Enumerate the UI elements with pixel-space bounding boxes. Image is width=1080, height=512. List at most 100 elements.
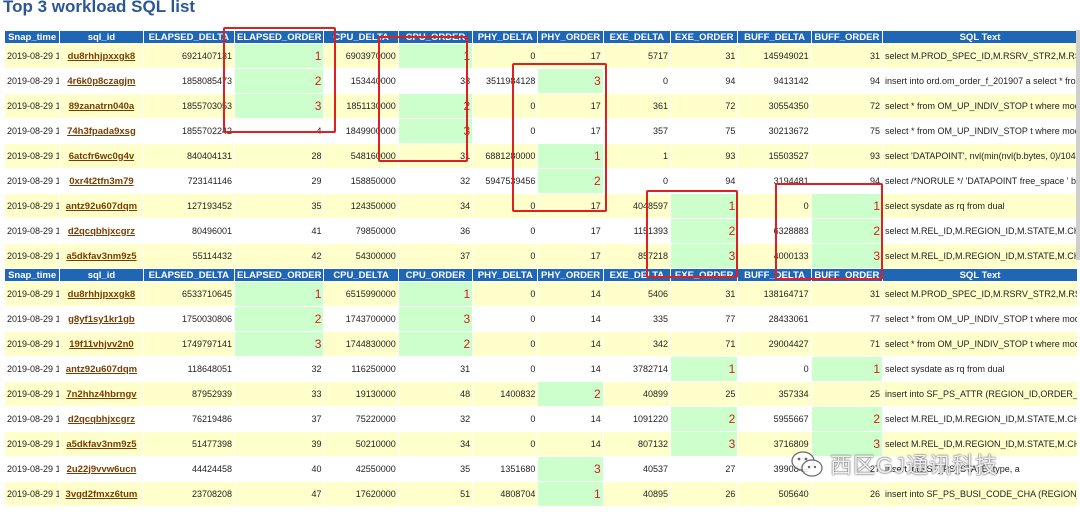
cell-sql-id: 74h3fpada9xsg xyxy=(60,119,143,143)
cell-phy-order: 2 xyxy=(538,169,603,193)
cell-exe-order: 25 xyxy=(671,382,738,406)
header-cpu-delta: CPU_DELTA xyxy=(324,31,398,43)
cell-exe-delta: 4048597 xyxy=(603,194,671,218)
cell-elapsed-order: 37 xyxy=(235,407,324,431)
header-phy-delta: PHY_DELTA xyxy=(473,31,538,43)
cell-cpu-order: 37 xyxy=(398,244,473,268)
cell-cpu-delta: 158850000 xyxy=(324,169,398,193)
cell-buff-delta: 6328883 xyxy=(738,219,811,243)
header-exe-order: EXE_ORDER xyxy=(671,269,738,281)
sql-id-link[interactable]: 89zanatrn040a xyxy=(68,100,135,112)
header-row: Snap_time sql_id ELAPSED_DELTA ELAPSED_ORDE… xyxy=(5,31,1077,43)
sql-id-link[interactable]: d2qcqbhjxcgrz xyxy=(67,225,135,237)
cell-elapsed-delta: 1855702242 xyxy=(143,119,235,143)
cell-buff-order: 2 xyxy=(811,407,883,431)
cell-phy-delta: 0 xyxy=(473,119,538,143)
header-buff-delta: BUFF_DELTA xyxy=(738,269,811,281)
header-elapsed-delta: ELAPSED_DELTA xyxy=(143,269,235,281)
header-buff-delta: BUFF_DELTA xyxy=(738,31,811,43)
cell-exe-order: 93 xyxy=(671,144,738,168)
cell-elapsed-order: 3 xyxy=(235,332,324,356)
cell-phy-order: 17 xyxy=(538,94,603,118)
cell-cpu-order: 1 xyxy=(398,44,473,68)
cell-buff-delta: 138164717 xyxy=(738,282,811,306)
cell-snap-time: 2019-08-29 11:00 xyxy=(5,169,60,193)
cell-exe-delta: 0 xyxy=(603,169,671,193)
page-scrollbar[interactable] xyxy=(1076,30,1080,260)
cell-sql-text: select M.REL_ID,M.REGION_ID,M.STATE,M.CH… xyxy=(883,432,1077,456)
cell-buff-order: 1 xyxy=(811,194,883,218)
cell-phy-order: 1 xyxy=(538,482,603,506)
header-cpu-delta: CPU_DELTA xyxy=(324,269,398,281)
cell-sql-text: select /*NORULE */ 'DATAPOINT free_space… xyxy=(883,169,1077,193)
sql-id-link[interactable]: 4r6k0p8czagjm xyxy=(67,75,136,87)
cell-elapsed-delta: 6533710645 xyxy=(143,282,235,306)
cell-cpu-order: 3 xyxy=(398,307,473,331)
cell-buff-delta: 5955667 xyxy=(738,407,811,431)
cell-exe-order: 27 xyxy=(671,457,738,481)
cell-buff-delta: 145949021 xyxy=(738,44,811,68)
cell-phy-order: 17 xyxy=(538,244,603,268)
sql-id-link[interactable]: du8rhhjpxxgk8 xyxy=(67,288,136,300)
cell-exe-order: 2 xyxy=(671,407,738,431)
cell-phy-order: 14 xyxy=(538,357,603,381)
sql-id-link[interactable]: du8rhhjpxxgk8 xyxy=(67,50,136,62)
sql-id-link[interactable]: a5dkfav3nm9z5 xyxy=(66,438,137,450)
workload-table-wrap: Snap_time sql_id ELAPSED_DELTA ELAPSED_ORDE… xyxy=(4,30,1078,507)
cell-cpu-delta: 1744830000 xyxy=(324,332,398,356)
watermark-text: 西区GJ通讯科技 xyxy=(830,453,999,478)
cell-snap-time: 2019-08-29 11:30 xyxy=(5,457,60,481)
cell-exe-order: 3 xyxy=(671,432,738,456)
cell-exe-delta: 807132 xyxy=(603,432,671,456)
cell-buff-order: 27 xyxy=(811,457,883,481)
cell-elapsed-order: 39 xyxy=(235,432,324,456)
cell-phy-delta: 3511984128 xyxy=(473,69,538,93)
sql-id-link[interactable]: 7n2hhz4hbrngv xyxy=(66,388,137,400)
cell-buff-delta: 29004427 xyxy=(738,332,811,356)
cell-buff-order: 3 xyxy=(811,244,883,268)
sql-id-link[interactable]: d2qcqbhjxcgrz xyxy=(67,413,135,425)
cell-buff-order: 77 xyxy=(811,307,883,331)
cell-cpu-delta: 54300000 xyxy=(324,244,398,268)
table-row: 2019-08-29 11:30g8yf1sy1kr1gb17500308062… xyxy=(5,307,1077,331)
cell-buff-order: 3 xyxy=(811,432,883,456)
table-row: 2019-08-29 11:3019f11vhjvv2n017497971413… xyxy=(5,332,1077,356)
sql-id-link[interactable]: 0xr4t2tfn3m79 xyxy=(69,175,134,187)
cell-elapsed-delta: 1749797141 xyxy=(143,332,235,356)
cell-sql-text: select M.PROD_SPEC_ID,M.RSRV_STR2,M.RSRV… xyxy=(883,44,1077,68)
cell-exe-order: 72 xyxy=(671,94,738,118)
sql-id-link[interactable]: a5dkfav3nm9z5 xyxy=(66,250,137,262)
cell-buff-order: 75 xyxy=(811,119,883,143)
cell-cpu-delta: 50210000 xyxy=(324,432,398,456)
header-sql-text: SQL Text xyxy=(883,269,1077,281)
sql-id-link[interactable]: 2u22j9vvw6ucn xyxy=(66,463,137,475)
cell-buff-delta: 30554350 xyxy=(738,94,811,118)
header-snap-time: Snap_time xyxy=(5,269,60,281)
cell-buff-order: 2 xyxy=(811,219,883,243)
cell-cpu-order: 2 xyxy=(398,332,473,356)
cell-phy-delta: 0 xyxy=(473,44,538,68)
cell-exe-delta: 361 xyxy=(603,94,671,118)
cell-sql-id: du8rhhjpxxgk8 xyxy=(60,282,143,306)
cell-snap-time: 2019-08-29 11:30 xyxy=(5,407,60,431)
cell-snap-time: 2019-08-29 11:30 xyxy=(5,482,60,506)
sql-id-link[interactable]: antz92u607dqm xyxy=(65,363,138,375)
sql-id-link[interactable]: 19f11vhjvv2n0 xyxy=(69,338,134,350)
sql-id-link[interactable]: antz92u607dqm xyxy=(65,200,138,212)
cell-sql-text: select * from OM_UP_INDIV_STOP t where m… xyxy=(883,119,1077,143)
table-row: 2019-08-29 11:000xr4t2tfn3m7972314114629… xyxy=(5,169,1077,193)
sql-id-link[interactable]: 6atcfr6wc0g4v xyxy=(68,150,135,162)
cell-buff-delta: 4000133 xyxy=(738,244,811,268)
cell-elapsed-delta: 840404131 xyxy=(143,144,235,168)
sql-id-link[interactable]: g8yf1sy1kr1gb xyxy=(68,313,135,325)
table-row: 2019-08-29 11:00 d2qcqbhjxcgrz 80496001417… xyxy=(5,219,1077,243)
table-row: 2019-08-29 11:00 antz92u607dqm 12719345235… xyxy=(5,194,1077,218)
cell-buff-delta: 3194481 xyxy=(738,169,811,193)
sql-id-link[interactable]: 74h3fpada9xsg xyxy=(67,125,136,137)
table-row: 2019-08-29 11:30 antz92u607dqm 11864805132… xyxy=(5,357,1077,381)
cell-cpu-order: 35 xyxy=(398,457,473,481)
cell-exe-order: 1 xyxy=(671,194,738,218)
sql-id-link[interactable]: 3vgd2fmxz6tum xyxy=(65,488,138,500)
cell-phy-delta: 0 xyxy=(473,94,538,118)
cell-phy-delta: 0 xyxy=(473,307,538,331)
